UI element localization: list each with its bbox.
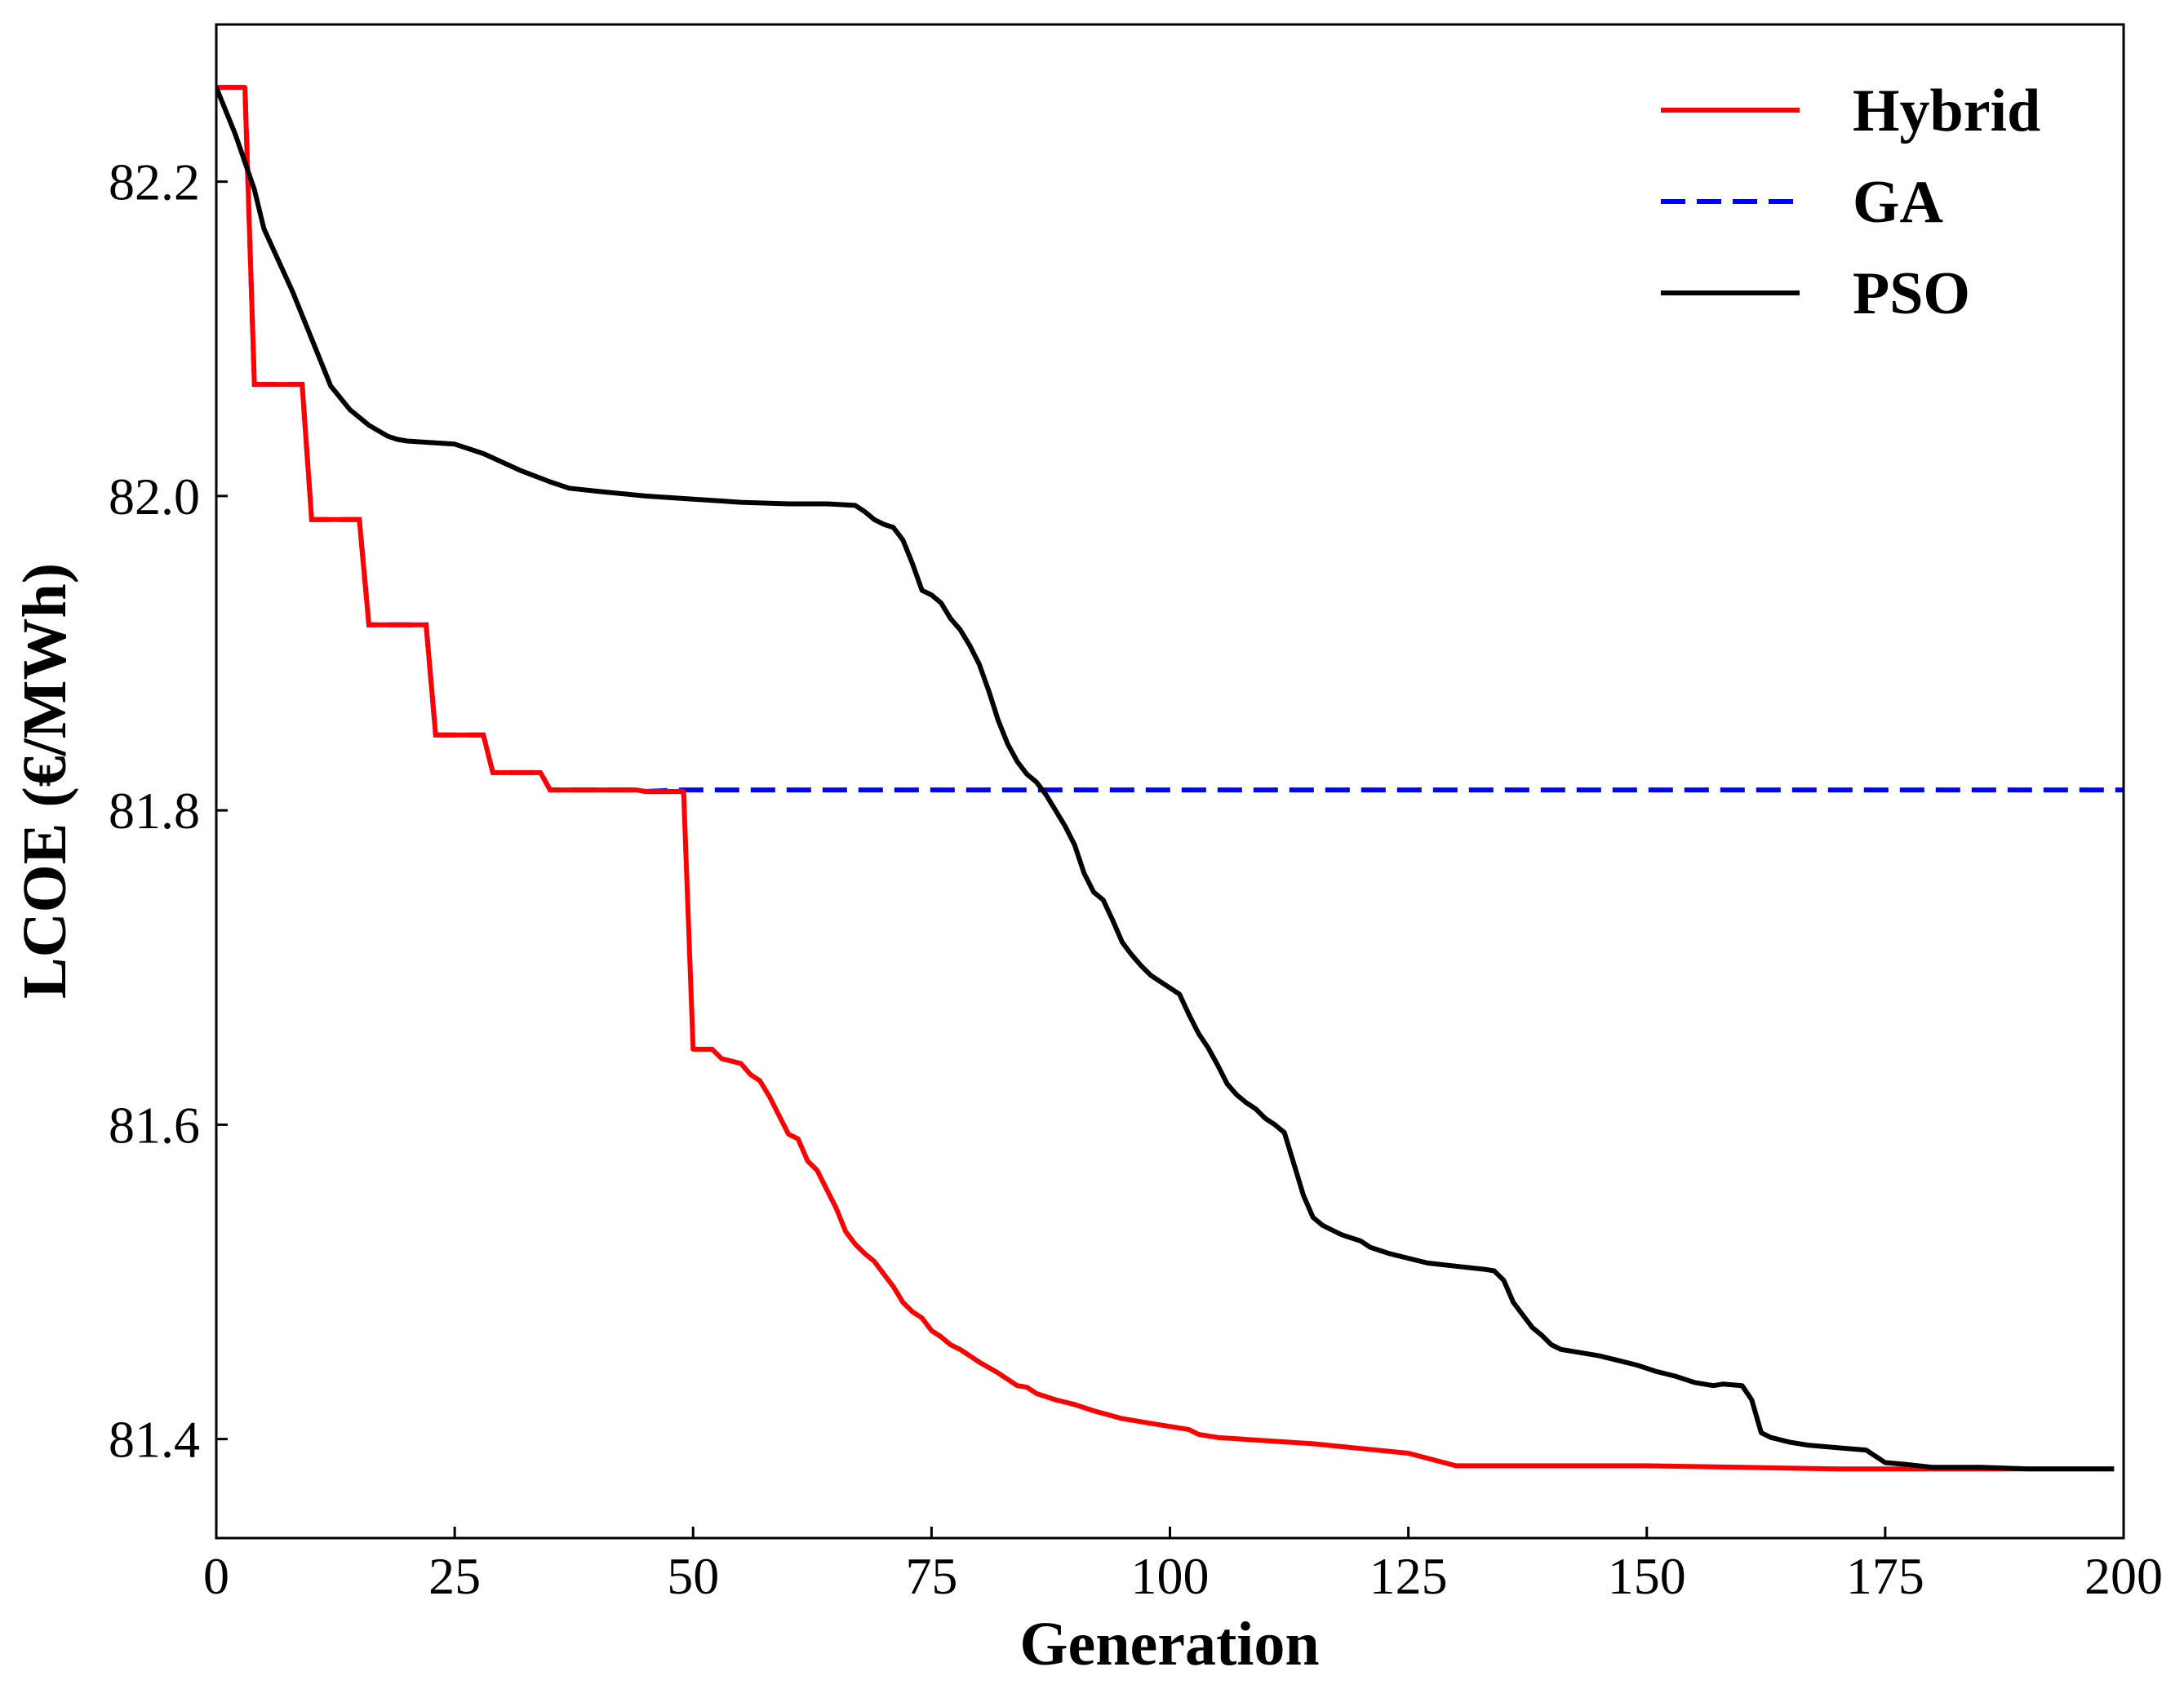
x-tick-label: 0 xyxy=(203,1547,229,1605)
x-axis: 0 25 50 75 100 125 150 175 200 xyxy=(203,1527,2163,1605)
series-layer xyxy=(216,85,2124,1472)
y-tick-label: 82.0 xyxy=(109,468,200,525)
x-tick-label: 200 xyxy=(2084,1547,2163,1605)
y-axis: 81.4 81.6 81.8 82.0 82.2 xyxy=(109,153,228,1469)
series-line-hybrid xyxy=(216,85,2115,1472)
x-tick-label: 150 xyxy=(1608,1547,1686,1605)
x-tick-label: 175 xyxy=(1846,1547,1924,1605)
legend-label-ga: GA xyxy=(1853,169,1943,236)
y-tick-label: 81.8 xyxy=(109,782,200,840)
x-tick-label: 125 xyxy=(1369,1547,1448,1605)
y-axis-title: LCOE (€/MWh) xyxy=(11,563,79,999)
x-tick-label: 50 xyxy=(667,1547,719,1605)
y-tick-label: 82.2 xyxy=(109,153,200,211)
legend-label-hybrid: Hybrid xyxy=(1853,78,2040,144)
series-line-pso xyxy=(216,86,2115,1472)
y-tick-label: 81.4 xyxy=(109,1411,200,1469)
y-tick-label: 81.6 xyxy=(109,1096,200,1154)
legend-label-pso: PSO xyxy=(1853,260,1970,327)
x-axis-title: Generation xyxy=(1019,1610,1319,1678)
x-tick-label: 100 xyxy=(1131,1547,1210,1605)
legend: Hybrid GA PSO xyxy=(1661,78,2040,327)
x-tick-label: 75 xyxy=(905,1547,957,1605)
x-tick-label: 25 xyxy=(428,1547,481,1605)
